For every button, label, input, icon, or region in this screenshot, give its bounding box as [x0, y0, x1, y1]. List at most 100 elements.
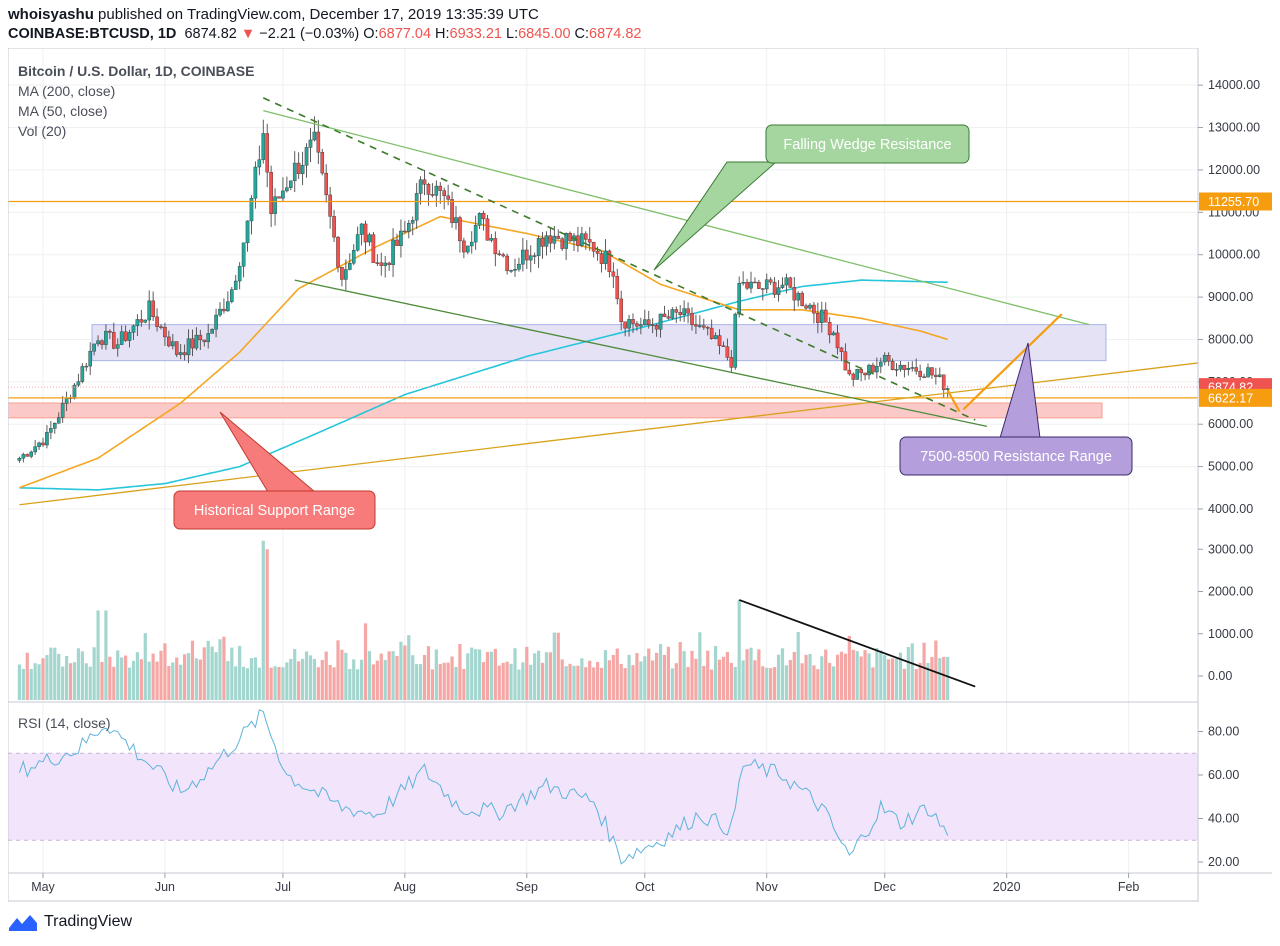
- volume-bar: [883, 655, 887, 700]
- candle-body: [21, 454, 26, 459]
- volume-bar: [108, 656, 112, 700]
- volume-bar: [438, 664, 442, 700]
- candle-body: [84, 365, 89, 368]
- candle-body: [399, 230, 403, 246]
- volume-bar: [198, 659, 202, 700]
- candles-layer: [17, 116, 950, 463]
- candle-body: [131, 325, 136, 333]
- candle-body: [556, 235, 561, 239]
- level-low-badge-bg: [1199, 388, 1272, 407]
- volume-bar: [623, 668, 627, 700]
- volume-bar: [183, 654, 187, 700]
- candle-body: [312, 131, 317, 141]
- candle-body: [536, 238, 541, 256]
- candle-body: [186, 338, 191, 356]
- volume-bar: [556, 632, 560, 700]
- candle-body: [481, 213, 486, 220]
- resistance-range-callout-label: 7500-8500 Resistance Range: [920, 449, 1112, 465]
- candle-body: [454, 217, 458, 223]
- candle-body: [886, 355, 891, 362]
- volume-bar: [403, 645, 407, 700]
- candle-body: [450, 199, 454, 223]
- candle-body: [737, 283, 741, 315]
- volume-bar: [139, 659, 143, 700]
- volume-bar: [379, 653, 383, 700]
- axes-layer: 14000.0013000.0012000.0011000.0010000.00…: [31, 78, 1272, 894]
- volume-bar: [281, 667, 285, 700]
- chart-area[interactable]: 14000.00 13000.00 12000.00 11000.00 10000.00…: [7, 47, 1272, 902]
- falling-wedge-callout-pointer: [653, 161, 778, 271]
- volume-bar: [226, 661, 230, 700]
- rsi-tick-label: 40.00: [1208, 812, 1239, 826]
- author-name[interactable]: whoisyashu: [8, 6, 94, 23]
- candle-body: [159, 326, 163, 328]
- candle-body: [473, 225, 478, 243]
- volume-bar: [308, 655, 313, 700]
- candle-body: [324, 172, 329, 196]
- volume-bar: [53, 647, 57, 700]
- candle-body: [395, 239, 399, 246]
- candle-body: [823, 309, 828, 323]
- volume-bar: [918, 662, 922, 700]
- candle-body: [127, 332, 132, 341]
- volume-bar: [930, 657, 934, 700]
- price-tick-label: 12000.00: [1208, 163, 1260, 177]
- volume-bar: [446, 662, 450, 700]
- projection-up-line: [962, 313, 1063, 411]
- candle-body: [108, 330, 112, 333]
- volume-bar: [190, 640, 195, 700]
- candle-body: [226, 301, 230, 312]
- volume-bar: [37, 664, 41, 700]
- volume-bar: [529, 664, 533, 700]
- volume-bar: [871, 667, 875, 700]
- volume-bar: [804, 654, 808, 700]
- down-arrow-icon: ▼: [240, 26, 256, 42]
- candle-body: [147, 300, 152, 321]
- low-label: L:: [506, 26, 519, 42]
- candle-body: [155, 316, 159, 327]
- candle-body: [170, 341, 175, 347]
- candle-body: [391, 239, 395, 265]
- volume-bar: [773, 666, 777, 700]
- volume-bar: [832, 666, 836, 700]
- candle-body: [784, 277, 789, 286]
- volume-bar: [784, 665, 788, 700]
- volume-bar: [57, 653, 61, 700]
- time-tick-label: Jul: [275, 880, 291, 894]
- candle-body: [41, 442, 45, 446]
- legend-ma200: MA (200, close): [18, 83, 115, 99]
- volume-bar: [820, 656, 824, 700]
- candle-body: [167, 336, 171, 347]
- volume-bar: [761, 666, 765, 700]
- price-chart-svg[interactable]: 14000.0013000.0012000.0011000.0010000.00…: [7, 47, 1272, 902]
- candle-body: [281, 190, 285, 199]
- close-label: C:: [574, 26, 590, 42]
- price-tick-label: 5000.00: [1208, 460, 1253, 474]
- volume-bar: [796, 631, 800, 700]
- rsi-layer: [8, 709, 1198, 865]
- volume-bar: [662, 654, 667, 700]
- volume-bar: [257, 667, 261, 700]
- volume-bar: [694, 658, 698, 700]
- volume-bar: [619, 663, 623, 700]
- candle-body: [875, 366, 879, 373]
- time-tick-label: Sep: [516, 880, 538, 894]
- level-high-badge-bg: [1199, 192, 1272, 211]
- candle-body: [611, 271, 616, 277]
- volume-bar: [84, 663, 88, 700]
- volume-bar: [592, 667, 596, 700]
- volume-bar: [218, 639, 222, 700]
- volume-bar: [92, 647, 96, 700]
- candle-body: [210, 328, 214, 334]
- volume-bar: [666, 646, 670, 700]
- candle-body: [501, 254, 506, 257]
- candle-body: [56, 417, 61, 424]
- volume-bar: [879, 650, 883, 700]
- volume-bar: [910, 643, 914, 700]
- candle-body: [115, 344, 120, 349]
- tradingview-logo[interactable]: TradingView: [8, 912, 132, 932]
- volume-bar: [49, 647, 53, 700]
- rsi-legend: RSI (14, close): [18, 715, 111, 731]
- candle-body: [800, 292, 804, 306]
- candle-body: [808, 304, 812, 309]
